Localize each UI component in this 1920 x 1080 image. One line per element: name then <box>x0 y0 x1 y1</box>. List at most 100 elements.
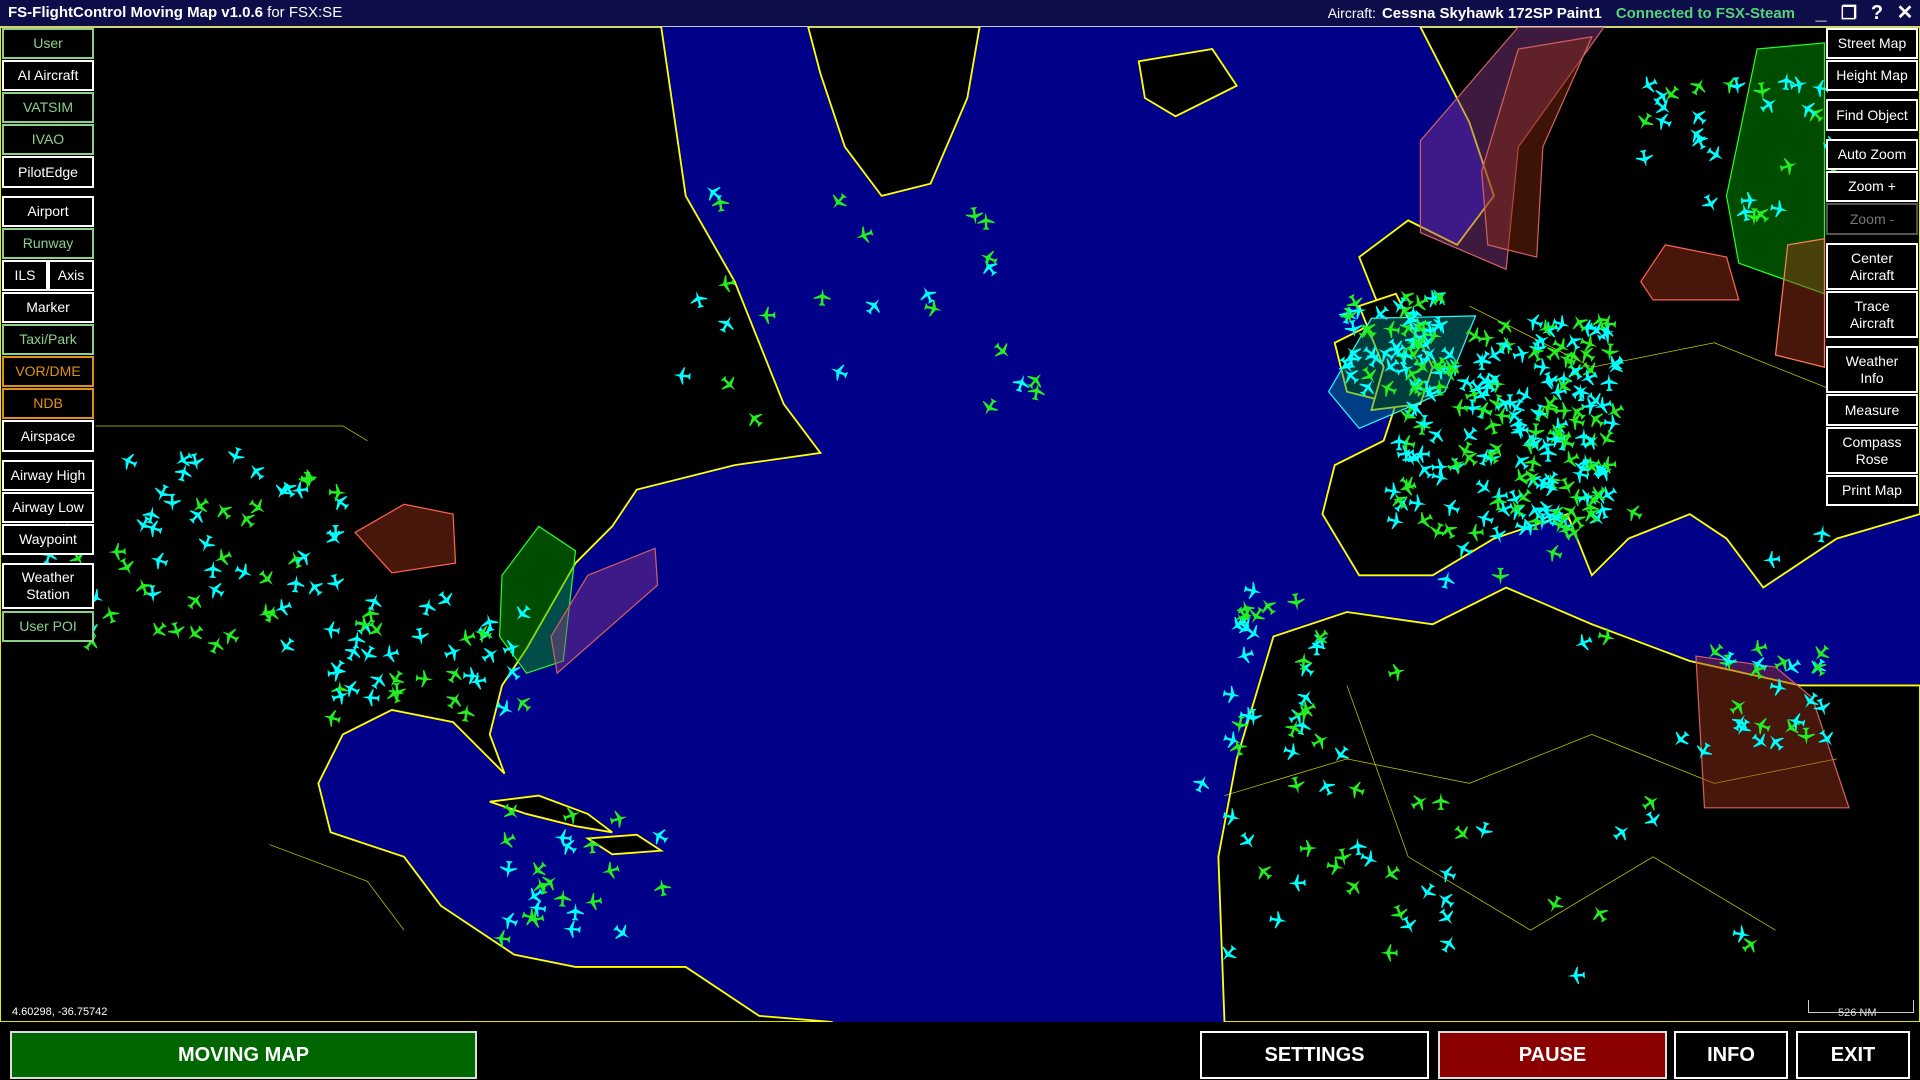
aircraft-icon[interactable] <box>563 920 581 938</box>
aircraft-icon[interactable] <box>862 294 886 318</box>
aircraft-icon[interactable] <box>1333 847 1353 867</box>
aircraft-icon[interactable] <box>1523 453 1543 473</box>
aircraft-icon[interactable] <box>1338 363 1362 387</box>
aircraft-icon[interactable] <box>1633 110 1657 134</box>
aircraft-icon[interactable] <box>1581 454 1604 477</box>
center-aircraft-button[interactable]: Center Aircraft <box>1826 243 1918 290</box>
aircraft-icon[interactable] <box>327 524 345 543</box>
aircraft-icon[interactable] <box>205 633 228 656</box>
aircraft-icon[interactable] <box>1584 407 1608 431</box>
aircraft-icon[interactable] <box>1432 792 1450 810</box>
aircraft-icon[interactable] <box>1559 448 1582 471</box>
aircraft-icon[interactable] <box>1288 874 1306 892</box>
aircraft-icon[interactable] <box>923 298 944 319</box>
aircraft-icon[interactable] <box>1511 485 1535 509</box>
aircraft-icon[interactable] <box>1335 354 1359 378</box>
aircraft-icon[interactable] <box>255 567 279 591</box>
aircraft-icon[interactable] <box>1395 345 1415 365</box>
aircraft-icon[interactable] <box>339 677 362 700</box>
aircraft-icon[interactable] <box>1396 443 1416 463</box>
aircraft-icon[interactable] <box>1408 292 1431 315</box>
aircraft-icon[interactable] <box>479 612 500 633</box>
aircraft-icon[interactable] <box>1294 704 1313 723</box>
aircraft-icon[interactable] <box>1704 143 1728 167</box>
toggle-vor-dme[interactable]: VOR/DME <box>2 356 94 387</box>
aircraft-icon[interactable] <box>1287 592 1306 611</box>
aircraft-icon[interactable] <box>1578 319 1597 338</box>
aircraft-icon[interactable] <box>411 627 431 647</box>
aircraft-icon[interactable] <box>1452 537 1475 560</box>
aircraft-icon[interactable] <box>1651 95 1675 119</box>
aircraft-icon[interactable] <box>1494 334 1516 356</box>
aircraft-icon[interactable] <box>1473 352 1491 371</box>
aircraft-icon[interactable] <box>1338 305 1359 326</box>
aircraft-icon[interactable] <box>510 601 534 625</box>
aircraft-icon[interactable] <box>1637 74 1660 97</box>
aircraft-icon[interactable] <box>212 499 236 523</box>
aircraft-icon[interactable] <box>610 921 634 945</box>
aircraft-icon[interactable] <box>1505 396 1529 420</box>
aircraft-icon[interactable] <box>1473 399 1495 421</box>
aircraft-icon[interactable] <box>1539 369 1561 391</box>
pause-button[interactable]: PAUSE <box>1438 1031 1667 1079</box>
aircraft-icon[interactable] <box>495 829 518 852</box>
toggle-airspace[interactable]: Airspace <box>2 420 94 452</box>
aircraft-icon[interactable] <box>364 618 388 642</box>
toggle-vatsim[interactable]: VATSIM <box>2 92 94 123</box>
aircraft-icon[interactable] <box>1412 509 1435 532</box>
aircraft-icon[interactable] <box>1565 400 1589 424</box>
aircraft-icon[interactable] <box>1772 651 1795 674</box>
aircraft-icon[interactable] <box>499 800 523 824</box>
aircraft-icon[interactable] <box>1428 313 1452 337</box>
info-button[interactable]: INFO <box>1674 1031 1788 1079</box>
aircraft-icon[interactable] <box>331 680 349 699</box>
aircraft-icon[interactable] <box>1748 730 1772 754</box>
aircraft-icon[interactable] <box>715 312 738 335</box>
aircraft-icon[interactable] <box>1429 355 1451 377</box>
aircraft-icon[interactable] <box>1342 874 1366 898</box>
aircraft-icon[interactable] <box>1394 285 1418 309</box>
aircraft-icon[interactable] <box>1493 498 1516 521</box>
aircraft-icon[interactable] <box>608 808 629 829</box>
aircraft-icon[interactable] <box>457 703 476 722</box>
aircraft-icon[interactable] <box>1509 466 1533 490</box>
aircraft-icon[interactable] <box>1023 368 1047 392</box>
aircraft-icon[interactable] <box>1542 542 1564 564</box>
aircraft-icon[interactable] <box>1325 857 1345 877</box>
aircraft-icon[interactable] <box>1669 727 1693 751</box>
aircraft-icon[interactable] <box>1309 729 1332 752</box>
aircraft-icon[interactable] <box>1410 355 1434 379</box>
aircraft-icon[interactable] <box>1717 650 1739 672</box>
close-button[interactable]: ✕ <box>1896 2 1914 24</box>
aircraft-icon[interactable] <box>354 614 374 634</box>
aircraft-icon[interactable] <box>1764 730 1788 754</box>
aircraft-icon[interactable] <box>1294 686 1318 710</box>
aircraft-icon[interactable] <box>492 929 511 948</box>
aircraft-icon[interactable] <box>1478 378 1496 397</box>
aircraft-icon[interactable] <box>357 643 380 666</box>
aircraft-icon[interactable] <box>1813 524 1832 543</box>
aircraft-icon[interactable] <box>977 247 1000 270</box>
aircraft-icon[interactable] <box>1283 717 1305 739</box>
toggle-marker[interactable]: Marker <box>2 292 94 323</box>
aircraft-icon[interactable] <box>1589 310 1611 332</box>
aircraft-icon[interactable] <box>1523 311 1545 333</box>
aircraft-icon[interactable] <box>1747 653 1770 676</box>
aircraft-icon[interactable] <box>1027 381 1047 401</box>
toggle-ivao[interactable]: IVAO <box>2 124 94 155</box>
aircraft-icon[interactable] <box>530 875 552 897</box>
aircraft-icon[interactable] <box>688 289 709 310</box>
aircraft-icon[interactable] <box>1390 433 1408 451</box>
aircraft-icon[interactable] <box>1692 740 1715 763</box>
aircraft-icon[interactable] <box>1404 304 1422 323</box>
toggle-user-poi[interactable]: User POI <box>2 611 94 642</box>
aircraft-icon[interactable] <box>1472 475 1496 499</box>
aircraft-icon[interactable] <box>1380 944 1398 962</box>
aircraft-icon[interactable] <box>1463 399 1482 417</box>
aircraft-icon[interactable] <box>554 889 572 907</box>
aircraft-icon[interactable] <box>525 910 545 930</box>
aircraft-icon[interactable] <box>978 396 1002 420</box>
aircraft-icon[interactable] <box>1798 689 1822 713</box>
aircraft-icon[interactable] <box>1556 348 1578 370</box>
aircraft-icon[interactable] <box>1809 641 1833 665</box>
